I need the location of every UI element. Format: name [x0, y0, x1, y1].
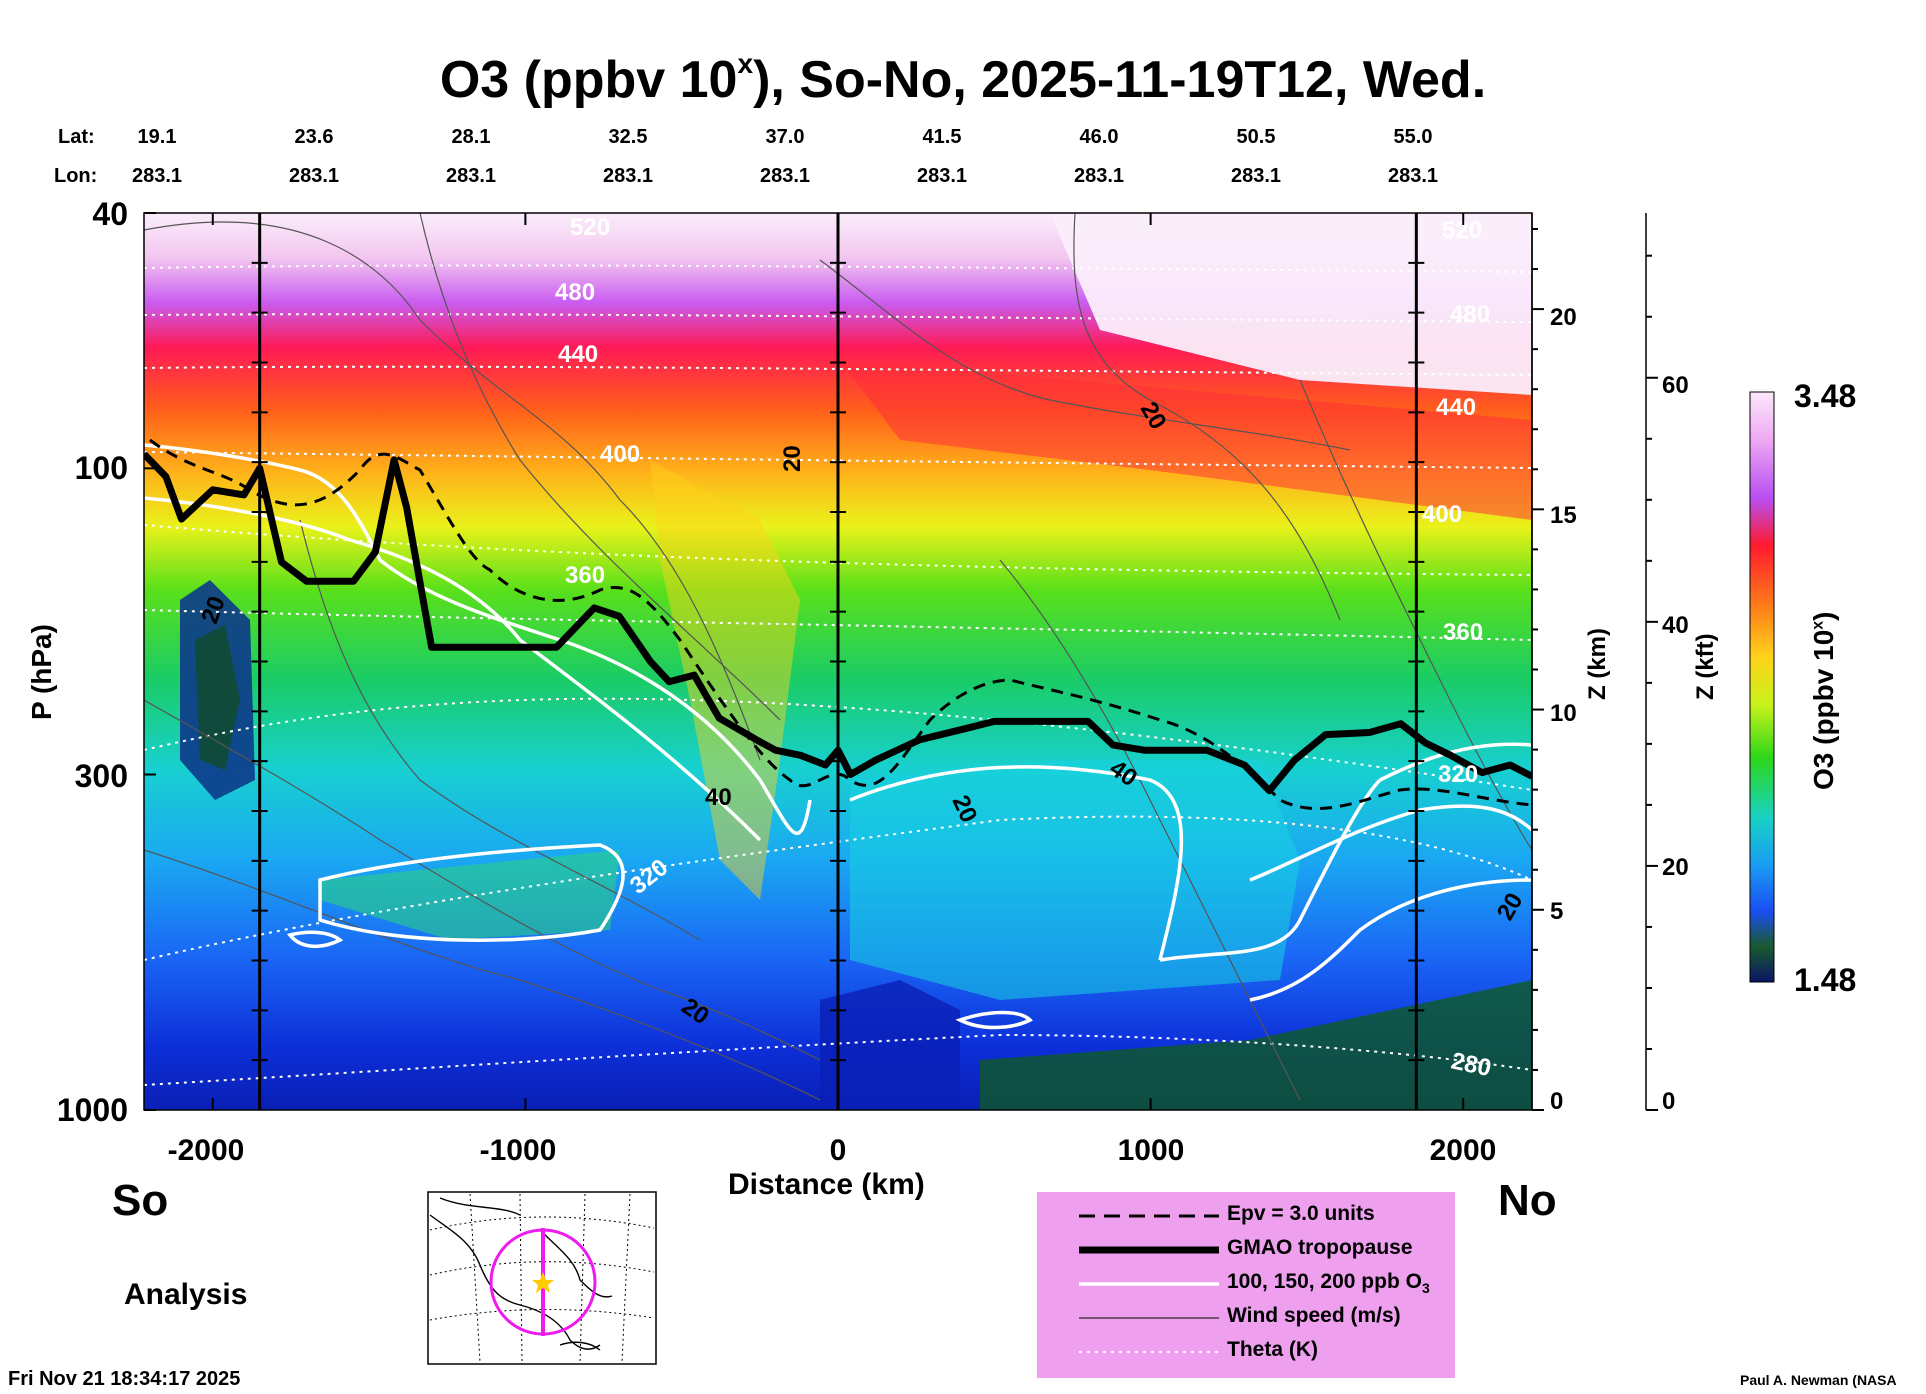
locator-map: [427, 1191, 657, 1365]
y-tick-label: 300: [74, 758, 128, 794]
theta-label: 360: [1443, 619, 1483, 646]
colorbar: [1749, 391, 1775, 983]
colorbar-max: 3.48: [1794, 378, 1857, 414]
theta-label: 400: [600, 441, 640, 468]
lon-value: 283.1: [288, 165, 340, 187]
theta-label: 400: [1422, 501, 1462, 528]
x-tick-label: 1000: [1117, 1134, 1185, 1167]
theta-label: 480: [1450, 301, 1490, 328]
analysis-label: Analysis: [124, 1278, 248, 1311]
epv-dashed-line: [149, 438, 1532, 811]
z-km-tick: 0: [1550, 1088, 1564, 1115]
vertical-position-markers: [251, 213, 1425, 1110]
colorbar-min: 1.48: [1794, 962, 1857, 998]
lat-value: 28.1: [451, 126, 491, 148]
lon-value: 283.1: [445, 165, 497, 187]
y-tick-label: 100: [74, 450, 128, 486]
lon-label: Lon:: [54, 165, 98, 187]
z-kft-tick: 40: [1662, 612, 1689, 639]
x-tick-label: 2000: [1429, 1134, 1497, 1167]
gmao-tropopause-line: [144, 451, 1532, 795]
theta-label: 360: [565, 562, 605, 589]
theta-label: 440: [1436, 394, 1476, 421]
z-kft-tick: 20: [1662, 854, 1689, 881]
y-axis-label: P (hPa): [26, 624, 57, 720]
lon-value: 283.1: [1387, 165, 1439, 187]
lat-value: 46.0: [1079, 126, 1119, 148]
theta-contours: [144, 264, 1532, 1086]
legend-item-epv: Epv = 3.0 units: [1079, 1202, 1375, 1225]
lon-value: 283.1: [759, 165, 811, 187]
x-tick-label: -1000: [479, 1134, 557, 1167]
theta-label: 320: [1438, 761, 1478, 788]
chart-title: O3 (ppbv 10x), So-No, 2025-11-19T12, Wed…: [439, 48, 1487, 109]
legend-item-theta: Theta (K): [1079, 1338, 1318, 1361]
lat-value: 41.5: [922, 126, 962, 148]
lat-label: Lat:: [58, 126, 95, 148]
run-timestamp: Fri Nov 21 18:34:17 2025: [8, 1368, 241, 1390]
north-end-label: No: [1498, 1176, 1557, 1225]
z-km-tick: 5: [1550, 898, 1564, 925]
legend-box: Epv = 3.0 units GMAO tropopause 100, 150…: [1037, 1192, 1455, 1378]
y-tick-label: 40: [92, 196, 128, 232]
legend-item-wind: Wind speed (m/s): [1079, 1304, 1401, 1327]
lat-value: 50.5: [1236, 126, 1276, 148]
south-end-label: So: [112, 1176, 169, 1225]
wind-label: 20: [779, 445, 806, 472]
wind-label: 40: [705, 784, 732, 811]
lat-value: 32.5: [608, 126, 648, 148]
ozone-ppb-contours: [144, 443, 1532, 1030]
x-tick-label: -2000: [167, 1134, 245, 1167]
lat-value: 23.6: [294, 126, 334, 148]
axis-ticks: [144, 212, 1658, 1111]
x-tick-label: 0: [829, 1134, 847, 1167]
z-kft-axis-label: Z (kft): [1692, 633, 1719, 700]
lon-value: 283.1: [602, 165, 654, 187]
z-km-tick: 15: [1550, 502, 1577, 529]
legend-item-ozone-contours: 100, 150, 200 ppb O3: [1079, 1270, 1430, 1297]
author-credit: Paul A. Newman (NASA: [1740, 1372, 1897, 1388]
theta-contour-labels: 520 480 440 400 360 320 280 320 360 400 …: [555, 214, 1494, 1082]
y-tick-label: 1000: [56, 1092, 128, 1128]
z-kft-tick: 0: [1662, 1088, 1676, 1115]
z-kft-tick: 60: [1662, 372, 1689, 399]
theta-label: 520: [570, 214, 610, 241]
x-axis-label: Distance (km): [728, 1168, 925, 1201]
wind-speed-contours: [144, 213, 1532, 1101]
z-km-tick: 20: [1550, 304, 1577, 331]
z-km-tick: 10: [1550, 700, 1577, 727]
lat-value: 19.1: [137, 126, 177, 148]
theta-label: 440: [558, 341, 598, 368]
legend-item-tropopause: GMAO tropopause: [1079, 1236, 1413, 1259]
theta-label: 480: [555, 279, 595, 306]
colorbar-label: O3 (ppbv 10x): [1808, 611, 1839, 791]
lat-value: 37.0: [765, 126, 805, 148]
lon-value: 283.1: [1230, 165, 1282, 187]
lon-value: 283.1: [916, 165, 968, 187]
location-star-icon: [532, 1272, 554, 1293]
z-km-axis-label: Z (km): [1584, 628, 1611, 700]
lon-value: 283.1: [131, 165, 183, 187]
lat-value: 55.0: [1393, 126, 1433, 148]
lon-value: 283.1: [1073, 165, 1125, 187]
theta-label: 520: [1442, 217, 1482, 244]
